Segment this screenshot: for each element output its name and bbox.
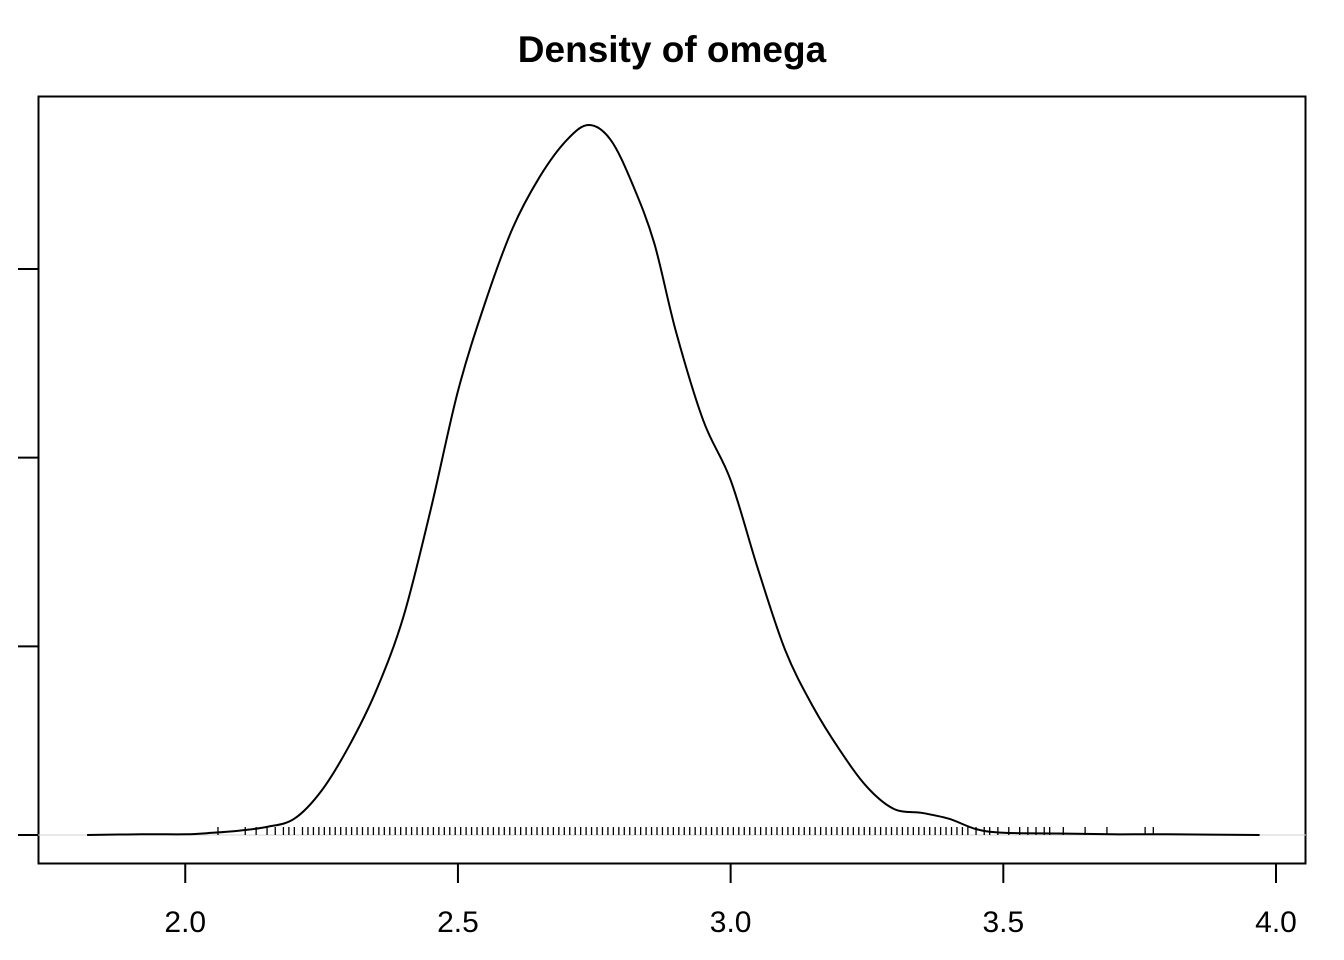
x-tick-label: 4.0 xyxy=(1255,906,1297,939)
plot-frame xyxy=(37,95,1307,865)
chart-title: Density of omega xyxy=(518,29,827,70)
density-line xyxy=(87,123,1260,836)
x-tick-label: 3.0 xyxy=(710,906,752,939)
x-axis: 2.0 2.5 3.0 3.5 4.0 xyxy=(164,864,1297,939)
rug-marks xyxy=(217,827,1154,835)
x-tick-label: 2.0 xyxy=(164,906,206,939)
x-tick-label: 3.5 xyxy=(982,906,1024,939)
x-tick-label: 2.5 xyxy=(437,906,479,939)
y-axis xyxy=(18,268,38,836)
series-group xyxy=(87,123,1260,836)
